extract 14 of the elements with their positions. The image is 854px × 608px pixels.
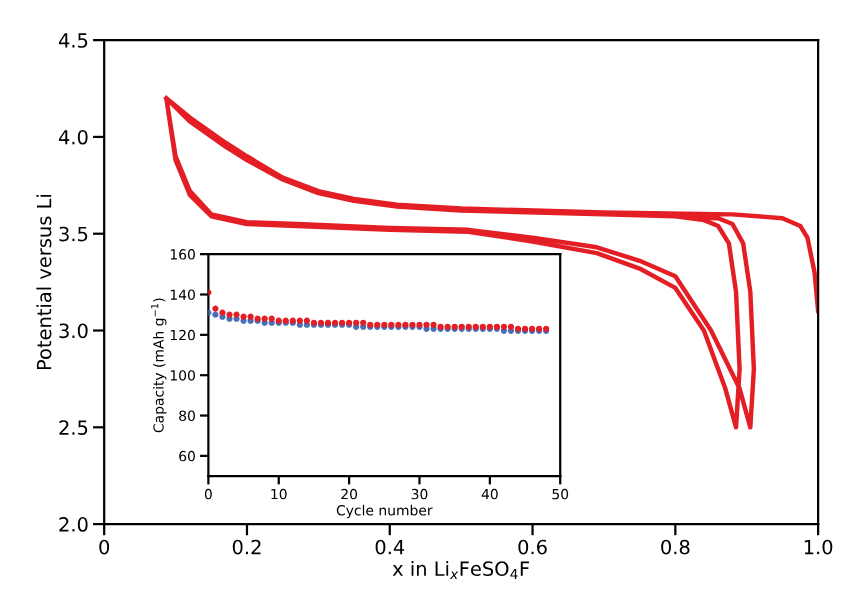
y-tick-label: 4.5	[58, 33, 88, 48]
x-tick-label: 0.8	[661, 539, 690, 555]
x-tick-label: 1.0	[804, 539, 833, 555]
x-tick-label: 0	[99, 539, 110, 555]
y-tick-label: 3.5	[59, 226, 88, 242]
y-tick-label: 2.0	[59, 517, 88, 532]
y-axis-title: Potential versus Li	[36, 195, 52, 370]
x-axis-title: x in Li$_{x}$FeSO$_{4}$F	[392, 560, 529, 579]
x-tick-label: 0.6	[518, 539, 547, 555]
x-tick-label: 0.4	[375, 539, 405, 555]
y-tick-label: 4.0	[58, 129, 88, 145]
x-tick-label: 0.2	[232, 539, 261, 555]
y-tick-label: 2.5	[59, 420, 88, 435]
y-tick-label: 3.0	[59, 323, 88, 339]
